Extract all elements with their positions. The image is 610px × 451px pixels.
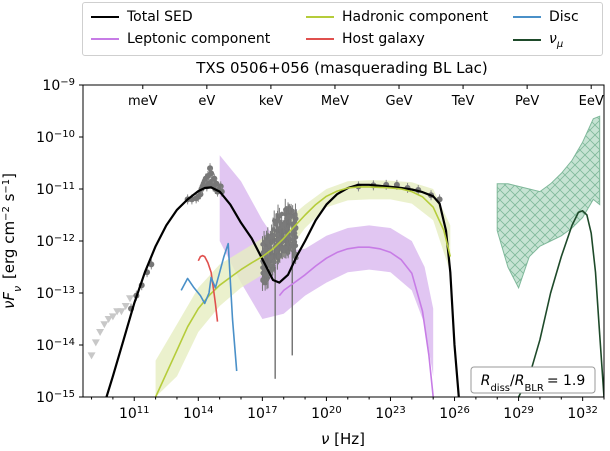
y-tick-label: 10−11 [36,181,75,199]
legend-label: Leptonic component [127,31,271,47]
annotation-frame [470,366,596,394]
x-axis-label: ν [Hz] [321,430,365,448]
upper-limit-marker [87,352,96,360]
xray-point [279,245,284,251]
energy-tick-label: meV [128,94,158,109]
xray-point [260,277,265,282]
total-sed-line [105,183,460,397]
y-axis-ticks: 10−15 10−14 10−13 10−12 10−11 10−10 10−9 [36,77,83,407]
x-tick-label: 1026 [439,405,470,423]
legend-label: Hadronic component [342,9,489,25]
y-tick-label: 10−10 [36,129,75,147]
legend-label: Total SED [127,9,193,25]
y-tick-label: 10−12 [36,233,75,251]
disc-line [180,242,238,372]
x-tick-label: 1017 [247,405,278,423]
energy-tick-label: keV [259,94,283,109]
host-galaxy-line [197,254,219,322]
legend-item: Disc [513,9,579,25]
y-tick-label: 10−13 [36,285,75,303]
uncertainty-bands [155,115,601,397]
y-tick-label: 10−9 [42,77,75,95]
legend-swatch [306,16,334,18]
upper-limit-marker [100,321,109,329]
annotation-box: Rdiss/RBLR = 1.9 [470,366,596,394]
xray-point [285,250,291,256]
xray-point [268,255,274,260]
xray-point [279,211,285,217]
svg-text:ν [Hz]: ν [Hz] [321,430,365,448]
x-tick-label: 1032 [567,405,598,423]
annotation-text: Rdiss/RBLR = 1.9 [481,373,586,394]
data-point [217,183,224,190]
legend-label: Disc [549,9,579,25]
legend-swatch [91,16,119,18]
data-point [211,175,218,182]
data-point [207,165,214,172]
upper-limit-marker [91,339,100,347]
x-tick-label: 1029 [503,405,534,423]
upper-limit-marker [117,308,126,316]
model-curves [105,183,604,397]
xray-point [291,246,297,251]
energy-axis-ticks: meV eV keV MeV GeV TeV PeV EeV [128,85,604,109]
xray-point [264,239,270,245]
y-tick-label: 10−15 [36,389,75,407]
legend-swatch [91,38,119,40]
nu-mu-line [517,210,604,397]
y-tick-label: 10−14 [36,337,75,355]
xray-point [279,224,285,229]
upper-limit-marker [108,313,117,321]
xray-point [286,235,291,240]
legend-label-nu-mu: νμ [549,31,564,50]
xray-point [277,219,282,224]
energy-tick-label: EeV [579,94,604,109]
y-axis-label: νFν [erg cm−2 s−1] [0,173,24,309]
xray-point [260,242,265,247]
energy-tick-label: TeV [451,94,475,109]
xray-point [273,220,279,225]
x-tick-label: 1023 [375,405,406,423]
hadronic-component-band [155,180,451,397]
data-point [208,170,215,177]
leptonic-component-line [278,246,434,397]
xray-point [264,277,270,283]
upper-limit-marker [125,295,134,303]
legend: Total SED Leptonic component Hadronic co… [82,2,603,56]
leptonic-component-band [219,155,434,377]
x-tick-label: 1011 [119,405,150,423]
xray-point [276,254,282,259]
energy-tick-label: GeV [386,94,413,109]
energy-tick-label: MeV [321,94,349,109]
xray-point [263,246,268,251]
legend-swatch [306,38,334,40]
xray-point [271,259,277,265]
legend-item: Hadronic component [306,9,488,25]
legend-label: Host galaxy [342,31,425,47]
legend-item: Host galaxy [306,31,425,47]
upper-limit-marker [96,329,105,336]
xray-point [283,245,289,251]
legend-swatch [513,39,541,42]
x-tick-label: 1014 [183,405,214,423]
upper-limit-marker [104,316,113,323]
xray-point [284,215,289,221]
xray-point [264,273,269,278]
x-tick-label: 1020 [311,405,342,423]
x-axis-ticks: 1011 1014 1017 1020 1023 1026 1029 1032 [91,397,605,423]
nu-mu-band-hatch [496,115,601,290]
legend-item: Leptonic component [91,31,270,47]
legend-item: νμ [513,31,563,50]
upper-limit-marker [121,303,130,310]
chart-title: TXS 0506+056 (masquerading BL Lac) [196,59,488,77]
energy-tick-label: eV [198,94,215,109]
legend-swatch [513,16,541,18]
legend-item: Total SED [91,9,193,25]
energy-tick-label: PeV [515,94,539,109]
xray-point [270,234,275,239]
svg-text:νFν [erg cm−2 s−1]: νFν [erg cm−2 s−1] [0,173,24,309]
